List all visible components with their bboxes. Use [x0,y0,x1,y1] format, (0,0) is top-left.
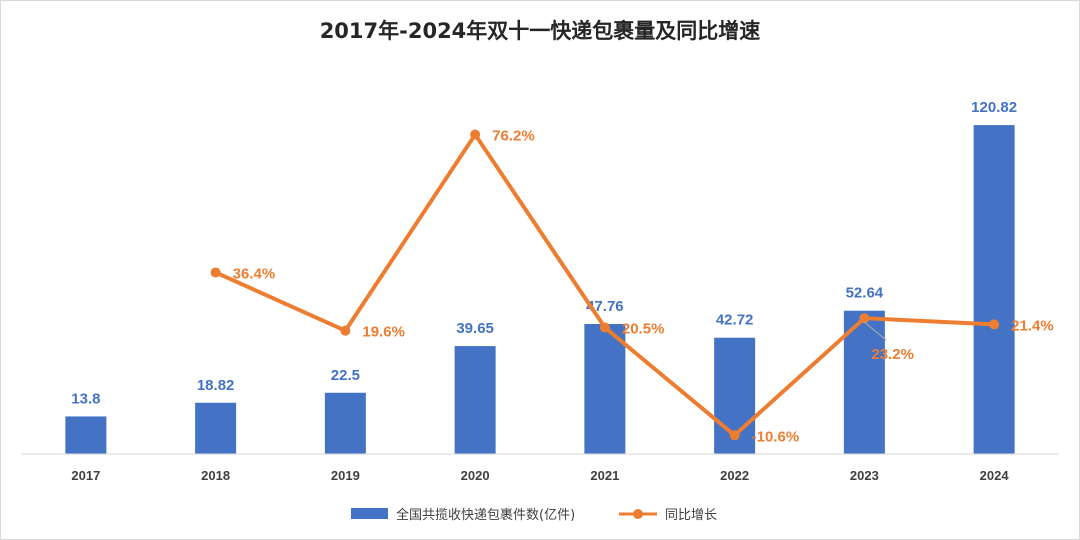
bar-data-label-2020: 39.65 [456,320,494,337]
bar-2017 [65,416,107,454]
growth-point-2021 [599,322,610,333]
bar-2024 [973,125,1015,455]
x-tick-label-2019: 2019 [331,468,360,483]
bar-2019 [324,392,366,454]
x-tick-label-2023: 2023 [850,468,879,483]
legend-label-line: 同比增长 [665,508,717,523]
growth-data-label-2024: 21.4% [1011,317,1054,334]
bar-data-label-2019: 22.5 [331,367,360,384]
x-tick-label-2017: 2017 [71,468,100,483]
growth-point-2023 [859,313,870,324]
bar-data-label-2023: 52.64 [846,285,884,302]
chart-title: 2017年-2024年双十一快递包裹量及同比增速 [319,19,761,43]
x-tick-label-2020: 2020 [461,468,490,483]
growth-data-label-2020: 76.2% [492,128,535,145]
x-tick-label-2021: 2021 [590,468,619,483]
growth-point-2018 [210,267,221,278]
legend-label-bar: 全国共揽收快递包裹件数(亿件) [396,507,575,523]
growth-label-leader-2023 [864,321,887,341]
growth-point-2020 [470,129,481,140]
bar-data-label-2017: 13.8 [71,390,100,407]
growth-data-label-2018: 36.4% [233,265,276,282]
growth-data-label-2019: 19.6% [362,324,405,341]
bar-2018 [195,402,237,454]
legend-swatch-bar [351,508,388,519]
growth-point-2022 [729,430,740,441]
growth-point-2019 [340,325,351,336]
growth-data-label-2021: 20.5% [622,321,665,338]
x-tick-label-2018: 2018 [201,468,230,483]
x-tick-label-2024: 2024 [980,468,1010,483]
growth-data-label-2023: 23.2% [871,346,914,363]
bar-data-label-2024: 120.82 [971,99,1017,116]
bar-2020 [454,346,496,454]
growth-point-2024 [989,319,1000,330]
bar-2023 [843,310,885,454]
x-tick-label-2022: 2022 [720,468,749,483]
growth-data-label-2022: -10.6% [752,428,800,445]
bar-data-label-2022: 42.72 [716,312,754,329]
legend-marker-line [633,509,643,519]
bar-data-label-2018: 18.82 [197,377,235,394]
bar-2021 [584,323,626,454]
